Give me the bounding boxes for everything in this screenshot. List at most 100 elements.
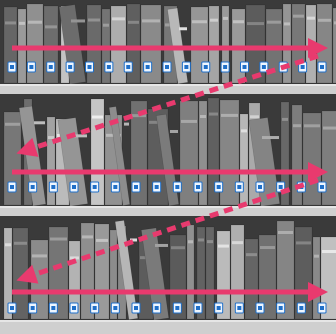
- rfid-tag-icon: [152, 302, 162, 314]
- book-band: [130, 238, 137, 242]
- book-band: [96, 238, 108, 242]
- rfid-tag-icon: [90, 302, 100, 314]
- book-band: [88, 18, 100, 22]
- book-band: [171, 246, 185, 250]
- rfid-tag-icon: [162, 61, 172, 73]
- book-spine: [291, 104, 303, 206]
- book-band: [322, 250, 336, 254]
- book-band: [112, 17, 125, 21]
- rfid-tag-icon: [69, 302, 79, 314]
- book-band: [246, 253, 257, 257]
- book-spine: [230, 224, 245, 320]
- book-spine: [198, 100, 208, 206]
- shelf-board: [0, 206, 336, 216]
- book-band: [293, 124, 301, 128]
- rfid-tag-icon: [131, 181, 141, 193]
- book-spine: [248, 117, 281, 207]
- book-band: [181, 119, 197, 123]
- book-spine: [109, 229, 118, 320]
- rfid-tag-icon: [220, 61, 230, 73]
- book-spine: [312, 236, 321, 320]
- shelf-boards: [0, 84, 336, 334]
- rfid-tag-icon: [110, 181, 120, 193]
- book-spine: [130, 100, 148, 206]
- rfid-tag-icon: [7, 181, 17, 193]
- book-spine: [207, 97, 220, 206]
- book-band: [92, 115, 103, 119]
- book-band: [128, 20, 139, 24]
- transition-arrow-middle-to-bottom: [16, 177, 319, 284]
- transition-arrow-top-to-middle: [16, 53, 319, 157]
- rfid-tag-icon: [46, 61, 56, 73]
- book-spine: [108, 106, 131, 206]
- book-band: [71, 134, 87, 138]
- book-band: [247, 22, 264, 26]
- book-band: [307, 16, 315, 20]
- rfid-tag-icon: [255, 181, 265, 193]
- book-spine: [68, 240, 81, 320]
- book-band: [103, 23, 109, 27]
- book-spine: [244, 238, 259, 320]
- book-spine: [196, 226, 206, 320]
- book-spine: [169, 234, 187, 320]
- rfid-tag-icon: [201, 61, 211, 73]
- book-band: [82, 235, 93, 239]
- rfid-tag-icon: [317, 181, 327, 193]
- book-band: [233, 20, 244, 24]
- shelf-board-edge: [0, 84, 336, 86]
- rfid-tag-icon: [28, 181, 38, 193]
- rfid-tags: [7, 61, 327, 314]
- rfid-tag-icon: [90, 181, 100, 193]
- book-band: [210, 18, 218, 22]
- book-band: [179, 27, 187, 31]
- shelf-board-edge: [0, 206, 336, 208]
- book-band: [142, 19, 160, 23]
- rfid-tag-icon: [123, 61, 133, 73]
- rfid-tag-icon: [259, 61, 269, 73]
- book-band: [14, 241, 27, 245]
- rfid-tag-icon: [181, 61, 191, 73]
- rfid-tag-icon: [104, 61, 114, 73]
- book-band: [50, 237, 67, 241]
- rfid-tag-icon: [48, 302, 58, 314]
- rfid-tag-icon: [131, 302, 141, 314]
- rfid-tag-icon: [193, 302, 203, 314]
- rfid-tag-icon: [172, 181, 182, 193]
- book-spine: [258, 234, 277, 320]
- book-band: [318, 18, 331, 22]
- book-band: [207, 240, 213, 244]
- book-band: [323, 126, 336, 130]
- book-band: [32, 254, 47, 258]
- book-spine: [280, 101, 290, 206]
- rfid-tag-icon: [26, 61, 36, 73]
- rfid-tag-icon: [234, 181, 244, 193]
- book-spine: [179, 100, 199, 206]
- book-band: [314, 254, 319, 258]
- rfid-tag-icon: [276, 302, 286, 314]
- rfid-tag-icon: [214, 181, 224, 193]
- book-band: [71, 19, 85, 23]
- book-band: [304, 124, 320, 128]
- rfid-tag-icon: [214, 302, 224, 314]
- book-band: [28, 20, 42, 24]
- book-spine: [219, 99, 240, 206]
- book-band: [278, 231, 293, 235]
- book-spine: [48, 226, 69, 320]
- book-band: [48, 136, 54, 140]
- book-band: [5, 21, 16, 25]
- rfid-tag-icon: [234, 302, 244, 314]
- book-band: [155, 243, 168, 247]
- book-spine: [114, 220, 139, 320]
- book-band: [188, 240, 193, 244]
- book-band: [209, 112, 218, 116]
- rfid-tag-icon: [317, 302, 327, 314]
- book-spine: [208, 5, 220, 84]
- book-spine: [205, 226, 215, 320]
- book-band: [124, 122, 129, 126]
- book-band: [5, 243, 11, 247]
- book-band: [282, 117, 288, 121]
- rfid-tag-icon: [255, 302, 265, 314]
- rfid-tag-icon: [28, 302, 38, 314]
- rfid-tag-icon: [85, 61, 94, 73]
